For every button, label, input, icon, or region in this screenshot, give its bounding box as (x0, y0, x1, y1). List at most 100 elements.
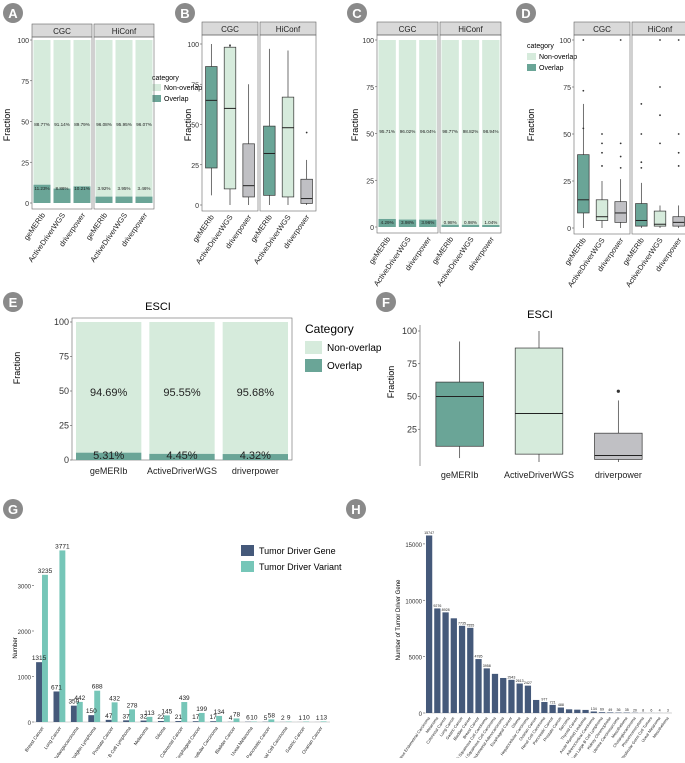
panel-F-ytick: 100 (402, 326, 417, 336)
bar-tumor-driver-gene (492, 674, 498, 713)
bar-nonoverlap (74, 40, 91, 186)
outlier-point (601, 165, 603, 167)
data-label-overlap: 4.45% (166, 450, 197, 462)
data-label-value: 3 (667, 708, 669, 712)
data-label-value: 35 (625, 708, 629, 712)
bar-tumor-driver-gene (175, 721, 181, 722)
x-tick-label: geMERIb (90, 466, 128, 476)
panel-C-ylabel: Fraction (350, 109, 360, 142)
box-iqr (224, 47, 236, 189)
data-label-variant: 145 (161, 708, 172, 715)
panel-C-ytick: 0 (370, 225, 374, 232)
box-iqr (596, 200, 608, 221)
box-iqr (243, 144, 255, 197)
panel-letter-H: H (351, 502, 360, 517)
bar-tumor-driver-variant (112, 702, 118, 722)
bar-tumor-driver-gene (459, 626, 465, 713)
panel-letter-F: F (382, 295, 390, 310)
panel-H-ytick: 15000 (405, 543, 422, 549)
data-label-overlap: 4.29% (381, 220, 394, 225)
panel-F-ytick: 50 (407, 392, 417, 402)
data-label-value: 2613 (516, 679, 524, 683)
panel-D-facet-label: HiConf (648, 25, 673, 34)
outlier-point (640, 167, 642, 169)
panel-C-ytick: 25 (366, 178, 374, 185)
data-label-overlap: 5.31% (93, 450, 124, 462)
outlier-point (659, 39, 661, 41)
bar-tumor-driver-gene (582, 710, 588, 713)
data-label-gene: 150 (86, 708, 97, 715)
bar-tumor-driver-gene (607, 712, 613, 713)
data-label-value: 4785 (475, 655, 483, 659)
panel-C-facet-label: CGC (399, 25, 417, 34)
bar-tumor-driver-gene (599, 712, 605, 713)
data-label-nonoverlap: 89.79% (74, 122, 90, 127)
data-label-variant: 78 (233, 711, 241, 718)
data-label-nonoverlap: 96.08% (96, 122, 112, 127)
outlier-point (640, 133, 642, 135)
bar-tumor-driver-gene (475, 659, 481, 713)
box-iqr (264, 126, 276, 195)
bar-tumor-driver-gene (193, 721, 199, 722)
panel-badge-C: C (347, 3, 367, 23)
data-label-variant: 199 (196, 706, 207, 713)
data-label-gene: 1315 (32, 655, 47, 662)
panel-letter-A: A (8, 6, 18, 21)
legend-swatch-overlap (152, 95, 161, 102)
data-label-variant: 3235 (38, 568, 53, 575)
panel-G-ytick: 3000 (18, 585, 32, 591)
bar-tumor-driver-gene (88, 715, 94, 722)
panel-A-facet-label: CGC (53, 27, 71, 36)
bar-tumor-driver-variant (164, 715, 170, 722)
data-label-overlap: 3.98% (401, 220, 414, 225)
data-label-variant: 432 (109, 695, 120, 702)
x-tick-label: Uterine Corpus Endometrial Carcinoma (387, 715, 432, 758)
x-tick-label: Lung Cancer (43, 725, 62, 750)
panel-D-ylabel: Fraction (526, 109, 536, 142)
outlier-point (229, 45, 231, 47)
panel-B-ytick: 100 (187, 42, 199, 49)
legend-label-overlap: Overlap (327, 361, 362, 372)
legend-title: Category (305, 322, 354, 336)
bar-tumor-driver-gene (574, 710, 580, 713)
data-label-nonoverlap: 88.77% (34, 122, 50, 127)
outlier-point (620, 143, 622, 145)
panel-A-facet-label: HiConf (112, 27, 137, 36)
data-label-nonoverlap: 96.04% (420, 129, 436, 134)
panel-letter-E: E (9, 295, 18, 310)
box-iqr (515, 348, 563, 454)
outlier-point (617, 390, 620, 393)
data-label-gene: 671 (51, 684, 62, 691)
bar-tumor-driver-variant (321, 721, 327, 722)
panel-E-ytick: 25 (59, 421, 69, 431)
panel-A-ytick: 50 (21, 120, 29, 127)
panel-badge-D: D (516, 3, 536, 23)
legend-label-nonoverlap: Non-overlap (327, 343, 382, 354)
legend-swatch-nonoverlap (152, 84, 161, 91)
panel-B-ytick: 0 (195, 203, 199, 210)
bar-tumor-driver-gene (71, 706, 77, 722)
data-label-variant: 134 (214, 709, 225, 716)
data-label-value: 20 (633, 708, 637, 712)
panel-D-ytick: 75 (563, 85, 571, 92)
panel-G-ylabel: Number (13, 637, 19, 658)
panel-B-ytick: 75 (191, 82, 199, 89)
data-label-overlap: 8.86% (55, 186, 68, 191)
panel-D-facet-label: CGC (593, 25, 611, 34)
panel-C-ytick: 100 (362, 38, 374, 45)
data-label-overlap: 4.32% (240, 450, 271, 462)
data-label-nonoverlap: 98.94% (483, 129, 499, 134)
panel-G-ytick: 1000 (18, 676, 32, 682)
data-label-value: 2943 (507, 675, 515, 679)
legend-swatch-nonoverlap (305, 341, 322, 354)
panel-A-ylabel: Fraction (2, 109, 12, 142)
panel-E-title: ESCI (145, 301, 171, 313)
data-label-gene: 2 (281, 715, 285, 722)
panel-F-ylabel: Fraction (386, 366, 396, 399)
panel-E-ytick: 50 (59, 386, 69, 396)
outlier-point (640, 103, 642, 105)
outlier-point (678, 39, 680, 41)
data-label-value: 2427 (524, 681, 532, 685)
legend-label-overlap: Overlap (539, 65, 564, 72)
outlier-point (640, 161, 642, 163)
